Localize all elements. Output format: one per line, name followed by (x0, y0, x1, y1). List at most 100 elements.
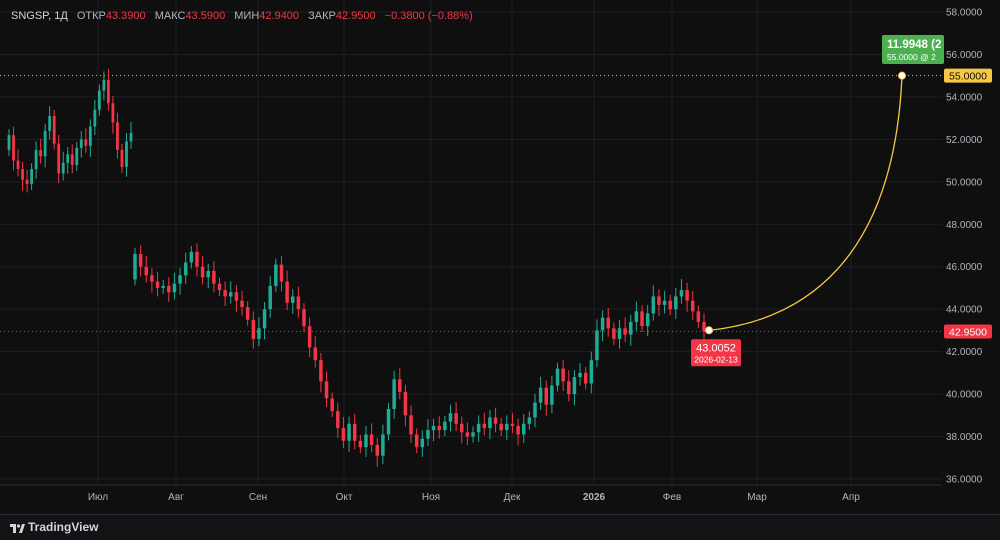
candle (612, 322, 616, 345)
candle (66, 147, 70, 174)
candle-body (120, 149, 124, 167)
candle (634, 301, 639, 331)
candle (39, 138, 43, 164)
candle (229, 281, 233, 304)
tradingview-brand: TradingView (28, 520, 99, 534)
candle-body (612, 328, 616, 339)
candle-body (629, 321, 633, 335)
projection-start-date: 2026-02-13 (694, 354, 738, 364)
candle-body (369, 434, 374, 446)
candle-body (696, 311, 701, 322)
candle-body (75, 147, 79, 165)
tradingview-logo[interactable]: TradingView (10, 520, 98, 534)
candle-body (129, 132, 133, 142)
candle-body (482, 423, 487, 429)
candle (138, 245, 143, 277)
projection-change: 11.9948 (2 (887, 39, 941, 51)
projection-curve[interactable] (708, 75, 903, 331)
candle-body (702, 321, 706, 332)
candle (533, 394, 537, 428)
y-tick-label: 50.0000 (946, 177, 983, 188)
candle (12, 126, 15, 171)
change-value: −0.3800 (−0.88%) (384, 10, 473, 22)
high-value: 43.5900 (185, 10, 226, 22)
candle (702, 313, 706, 342)
candle-body (341, 428, 346, 441)
candle (606, 307, 610, 337)
candle-body (640, 311, 644, 327)
candle-body (302, 309, 306, 327)
candle-body (567, 381, 571, 395)
candle-body (403, 391, 408, 416)
candle-body (43, 130, 47, 157)
candle (448, 404, 453, 432)
candle-body (240, 300, 244, 308)
candle-body (48, 116, 52, 131)
candle-body (386, 408, 391, 435)
candle-body (16, 160, 20, 170)
candle-body (657, 296, 661, 305)
candle-body (606, 317, 610, 329)
candle (505, 415, 509, 440)
candle-body (544, 387, 549, 405)
candle-body (550, 385, 554, 405)
candle-body (651, 296, 656, 314)
candle (189, 245, 194, 269)
projection-end-handle[interactable] (898, 71, 906, 80)
candle-body (381, 434, 385, 456)
candle (369, 423, 374, 453)
projection-start-handle[interactable] (705, 326, 713, 335)
candle (454, 402, 458, 432)
candle (493, 407, 498, 433)
candle-body (195, 251, 199, 267)
low-label: МИН (234, 10, 260, 22)
projection-start-price: 43.0052 (696, 342, 736, 354)
candle (521, 414, 526, 443)
x-tick-label: 2026 (583, 492, 606, 503)
high-label: МАКС (154, 10, 186, 22)
candle (623, 317, 627, 342)
candle (313, 336, 318, 368)
candle (111, 96, 115, 134)
candle (690, 290, 695, 320)
symbol-interval[interactable]: SNGSP, 1Д (11, 10, 68, 22)
candle-body (144, 266, 149, 276)
candle-body (645, 313, 650, 327)
candle-body (448, 413, 453, 422)
candle-body (476, 423, 481, 433)
candle-body (364, 434, 368, 448)
x-tick-label: Фев (663, 492, 681, 503)
candle (133, 248, 137, 286)
y-tick-label: 36.0000 (946, 475, 983, 486)
candle-body (510, 423, 515, 426)
candle-body (595, 330, 599, 361)
candle-body (555, 368, 560, 386)
candle (155, 271, 160, 297)
candle (274, 258, 278, 292)
x-tick-label: Апр (842, 492, 860, 503)
candle-body (84, 139, 88, 146)
candle-body (102, 79, 106, 91)
candle-body (116, 122, 119, 150)
y-tick-label: 38.0000 (946, 432, 983, 443)
candle (7, 129, 11, 156)
candle-body (52, 116, 56, 144)
price-chart[interactable]: Июл Авг Сен Окт Ноя Дек 2026 Фев Мар Апр 43.0052 … (0, 0, 1000, 514)
candle (561, 360, 565, 392)
candle-body (398, 379, 402, 392)
candle (107, 68, 110, 111)
close-label: ЗАКР (308, 10, 336, 22)
candle-body (70, 154, 74, 165)
candle (426, 419, 430, 446)
x-tick-label: Окт (336, 492, 353, 503)
candle-body (97, 90, 101, 110)
candle-body (223, 290, 227, 297)
candle (79, 130, 83, 158)
candle-body (88, 126, 92, 146)
candle (21, 161, 24, 191)
y-tick-label: 40.0000 (946, 390, 983, 401)
candle (544, 380, 549, 416)
candle (161, 279, 165, 294)
candle-body (133, 253, 137, 280)
candle (97, 84, 101, 116)
